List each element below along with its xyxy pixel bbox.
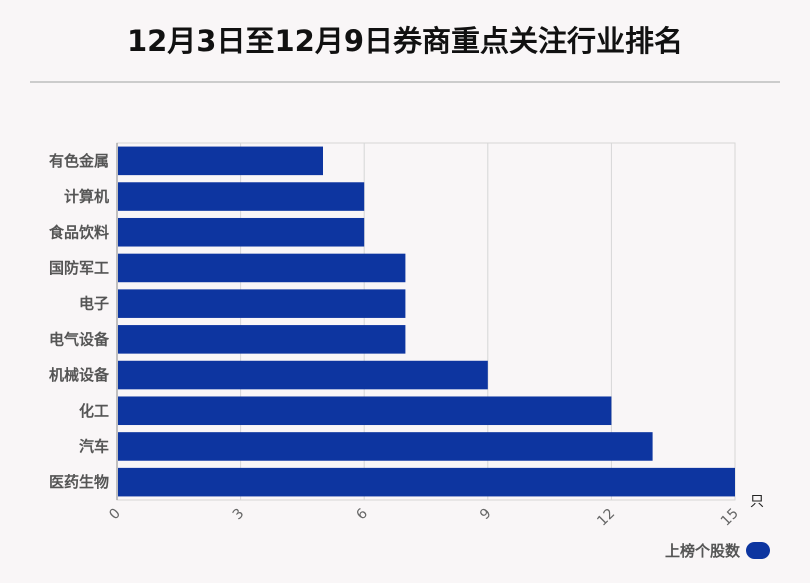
- bar: [118, 396, 612, 426]
- x-tick-label: 9: [477, 506, 495, 524]
- category-label: 汽车: [79, 437, 109, 455]
- bar: [118, 467, 735, 497]
- category-label: 国防军工: [49, 259, 109, 277]
- x-unit-label: 只: [750, 494, 764, 510]
- bar: [118, 217, 365, 247]
- x-tick-label: 0: [106, 506, 124, 524]
- category-label: 机械设备: [49, 366, 110, 384]
- bar: [118, 289, 406, 318]
- legend-swatch: [746, 542, 770, 559]
- category-label: 电气设备: [49, 330, 110, 348]
- category-label: 食品饮料: [49, 223, 109, 241]
- bar: [118, 325, 406, 354]
- category-label: 电子: [79, 295, 109, 313]
- bar: [118, 182, 365, 211]
- x-tick-label: 3: [230, 506, 248, 524]
- category-label: 计算机: [64, 188, 109, 206]
- chart-title: 12月3日至12月9日券商重点关注行业排名: [126, 24, 684, 58]
- bar: [118, 432, 653, 461]
- category-label: 有色金属: [49, 152, 109, 170]
- x-tick-label: 12: [594, 506, 618, 530]
- bar: [118, 253, 406, 283]
- x-tick-label: 6: [353, 505, 371, 523]
- category-label: 医药生物: [49, 473, 109, 491]
- legend-label: 上榜个股数: [664, 542, 740, 560]
- bar: [118, 360, 488, 390]
- bars: [118, 146, 735, 497]
- bar: [118, 146, 323, 176]
- legend: 上榜个股数: [665, 540, 770, 561]
- x-tick-labels: 0 3 6 9 12 15: [106, 505, 742, 529]
- category-label: 化工: [79, 402, 109, 420]
- title-divider: [30, 81, 780, 83]
- x-tick-label: 15: [718, 506, 742, 530]
